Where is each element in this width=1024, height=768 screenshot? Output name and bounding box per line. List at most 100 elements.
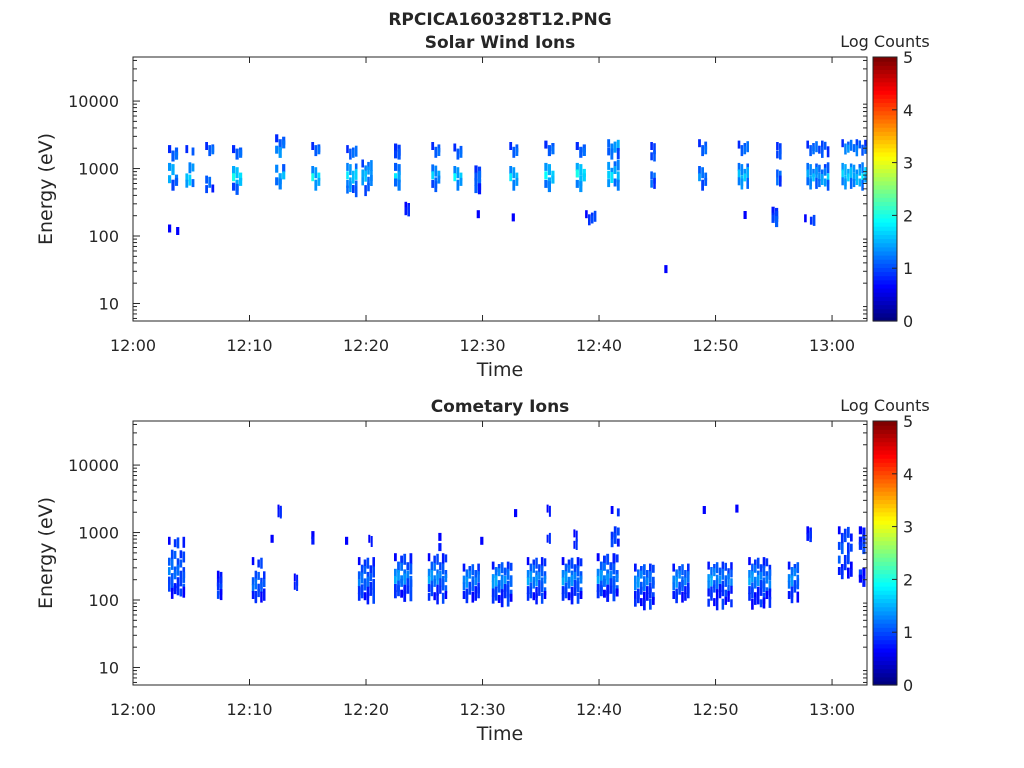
heatmap-cell: [561, 570, 565, 578]
heatmap-cell: [616, 538, 620, 547]
heatmap-cell: [257, 583, 260, 592]
heatmap-cell: [841, 177, 844, 186]
heatmap-cell: [721, 568, 725, 580]
colorbar-segment: [873, 520, 897, 525]
heatmap-cell: [503, 590, 507, 599]
heatmap-cell: [239, 149, 243, 158]
heatmap-cell: [494, 567, 498, 578]
colorbar-segment: [873, 193, 897, 198]
heatmap-cell: [701, 145, 704, 157]
colorbar-segment: [873, 487, 897, 492]
heatmap-cell: [735, 504, 739, 513]
heatmap-cell: [710, 575, 713, 587]
heatmap-cell: [462, 582, 466, 591]
heatmap-cell: [168, 536, 171, 545]
heatmap-cell: [707, 574, 710, 583]
heatmap-cell: [858, 178, 861, 187]
heatmap-cell: [613, 161, 617, 170]
heatmap-cell: [431, 171, 435, 180]
heatmap-cell: [430, 570, 434, 581]
heatmap-cell: [812, 168, 815, 177]
heatmap-cell: [532, 580, 535, 589]
heatmap-cell: [579, 146, 583, 158]
heatmap-cell: [465, 569, 469, 581]
heatmap-cell: [710, 589, 713, 601]
heatmap-cell: [564, 563, 568, 575]
heatmap-cell: [437, 148, 441, 156]
heatmap-cell: [762, 581, 766, 593]
colorbar-segment: [873, 81, 897, 87]
heatmap-cell: [529, 587, 533, 599]
heatmap-cell: [366, 586, 370, 598]
heatmap-cell: [841, 139, 844, 148]
colorbar-segment: [873, 127, 897, 132]
colorbar-segment: [873, 85, 897, 91]
heatmap-cell: [532, 592, 535, 601]
colorbar-segment: [873, 197, 897, 202]
heatmap-cell: [176, 537, 180, 549]
heatmap-cell: [840, 568, 844, 580]
heatmap-cell: [474, 185, 478, 194]
heatmap-cell: [748, 586, 751, 595]
heatmap-cell: [311, 166, 315, 174]
heatmap-cell: [277, 504, 280, 513]
heatmap-cell: [768, 569, 772, 581]
heatmap-cell: [826, 146, 830, 158]
heatmap-cell: [754, 596, 757, 605]
heatmap-cell: [765, 591, 769, 599]
colorbar-segment: [873, 429, 897, 434]
heatmap-cell: [369, 587, 373, 596]
heatmap-cell: [672, 582, 675, 591]
heatmap-cell: [512, 146, 516, 158]
heatmap-cell: [397, 585, 400, 597]
heatmap-cell: [311, 173, 315, 182]
y-tick-label: 1000: [78, 524, 119, 543]
heatmap-cell: [809, 216, 813, 225]
heatmap-cell: [776, 142, 779, 150]
colorbar-segment: [873, 664, 897, 670]
heatmap-cell: [640, 566, 643, 574]
heatmap-cell: [776, 169, 779, 178]
heatmap-cell: [844, 143, 847, 155]
heatmap-cell: [509, 589, 513, 598]
heatmap-cell: [275, 164, 279, 173]
heatmap-cell: [480, 536, 484, 545]
heatmap-cell: [634, 563, 637, 572]
colorbar-segment: [873, 619, 897, 624]
heatmap-cell: [254, 570, 258, 582]
heatmap-cell: [575, 142, 579, 150]
heatmap-cell: [438, 532, 442, 541]
heatmap-cell: [370, 536, 373, 547]
colorbar-segment: [873, 222, 897, 227]
heatmap-cell: [168, 224, 172, 233]
heatmap-cell: [500, 589, 504, 601]
heatmap-cell: [634, 582, 637, 591]
heatmap-cell: [710, 567, 713, 578]
heatmap-cell: [844, 164, 847, 176]
heatmap-cell: [208, 145, 212, 157]
heatmap-cell: [858, 526, 862, 535]
heatmap-cell: [509, 593, 513, 602]
heatmap-cell: [260, 581, 263, 593]
heatmap-cell: [858, 541, 862, 550]
heatmap-cell: [176, 564, 180, 576]
heatmap-cell: [616, 527, 620, 536]
colorbar-segment: [873, 255, 897, 260]
heatmap-cell: [263, 579, 266, 587]
heatmap-cell: [532, 559, 535, 568]
heatmap-cell: [173, 571, 177, 580]
heatmap-cell: [453, 143, 457, 152]
heatmap-cell: [170, 577, 174, 589]
heatmap-cell: [471, 591, 475, 603]
panel-title: Solar Wind Ions: [425, 33, 576, 53]
heatmap-cell: [684, 592, 687, 601]
heatmap-cell: [168, 583, 171, 592]
heatmap-cell: [643, 591, 646, 603]
heatmap-cell: [607, 170, 611, 179]
heatmap-cell: [756, 593, 760, 605]
heatmap-cell: [403, 590, 407, 602]
heatmap-cell: [535, 593, 538, 605]
heatmap-cell: [649, 598, 652, 610]
heatmap-cell: [852, 144, 856, 153]
heatmap-cell: [471, 564, 475, 576]
